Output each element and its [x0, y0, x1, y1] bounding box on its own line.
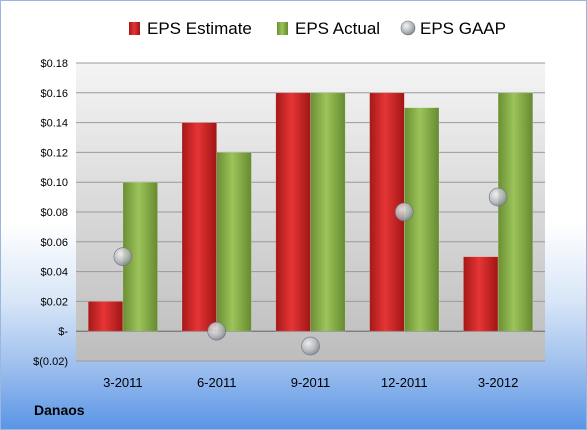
bar-eps-actual: [216, 152, 252, 332]
y-tick-label: $0.08: [40, 207, 68, 219]
bar-eps-estimate: [463, 256, 499, 332]
y-tick-label: $0.16: [40, 88, 68, 100]
y-axis: $0.18 $0.16 $0.14 $0.12 $0.10 $0.08 $0.06 $0.04…: [33, 58, 68, 368]
gaap-markers: [113, 187, 508, 356]
legend-label: EPS Estimate: [147, 19, 252, 38]
bar-eps-estimate: [275, 92, 311, 332]
marker-eps-gaap: [301, 336, 320, 356]
bar-eps-actual: [310, 92, 346, 332]
y-tick-label: $0.18: [40, 58, 68, 70]
bar-eps-estimate: [181, 122, 218, 332]
y-tick-label: $0.12: [40, 147, 68, 159]
bars: [87, 92, 534, 332]
y-tick-label: $0.06: [40, 237, 68, 249]
marker-eps-gaap: [113, 247, 133, 266]
x-axis: 3-2011 6-2011 9-2011 12-2011 3-2012: [103, 375, 518, 390]
legend-label: EPS GAAP: [420, 19, 506, 38]
x-tick-label: 3-2012: [478, 375, 518, 390]
y-tick-label: $0.10: [40, 177, 68, 189]
x-tick-label: 12-2011: [381, 375, 428, 390]
y-tick-label: $0.02: [40, 296, 68, 308]
company-name: Danaos: [34, 402, 85, 418]
x-tick-label: 6-2011: [197, 375, 237, 390]
y-tick-label: $(0.02): [33, 356, 68, 368]
x-tick-label: 3-2011: [103, 375, 143, 390]
legend-swatch: [129, 22, 140, 35]
legend: EPS Estimate EPS Actual EPS GAAP: [129, 19, 506, 38]
bar-eps-actual: [403, 107, 440, 332]
bar-eps-estimate: [87, 301, 124, 332]
legend-swatch: [400, 20, 416, 36]
legend-swatch: [277, 22, 288, 35]
y-tick-label: $-: [58, 326, 68, 338]
marker-eps-gaap: [207, 321, 226, 341]
y-tick-label: $0.04: [40, 267, 68, 279]
marker-eps-gaap: [394, 202, 414, 222]
x-tick-label: 9-2011: [291, 375, 331, 390]
marker-eps-gaap: [488, 187, 508, 207]
bar-eps-actual: [497, 92, 534, 332]
y-tick-label: $0.14: [40, 118, 68, 130]
legend-label: EPS Actual: [295, 19, 380, 38]
